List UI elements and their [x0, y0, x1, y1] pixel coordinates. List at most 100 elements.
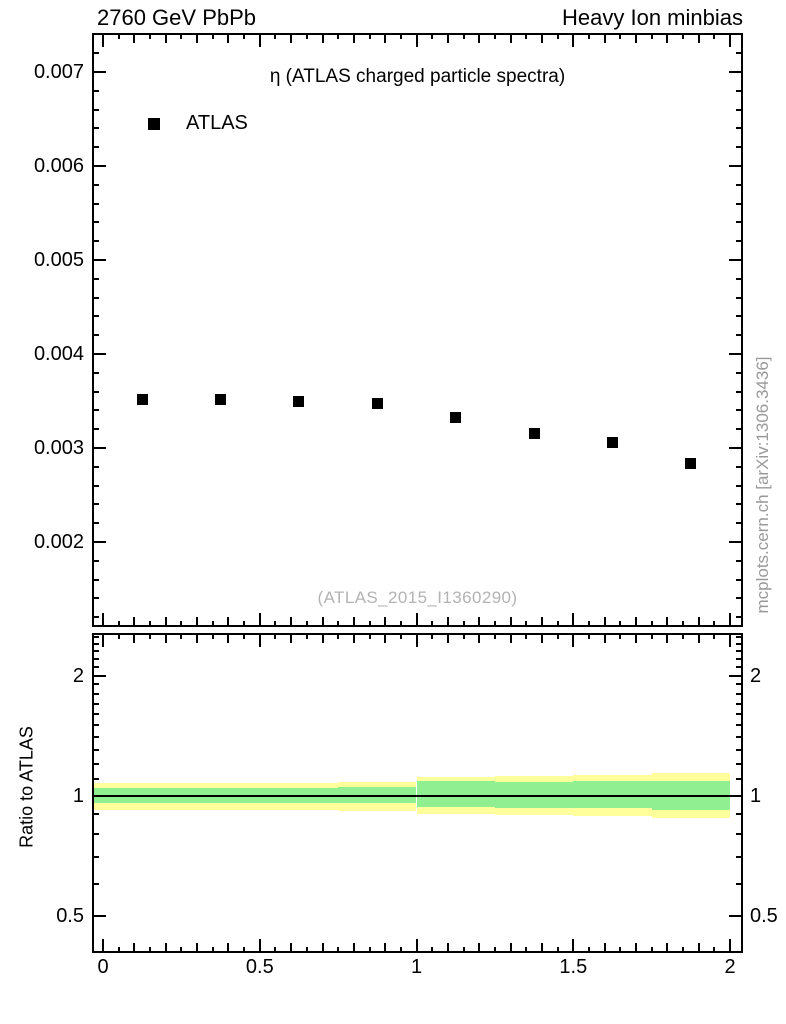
ratio-y-minor-tick: [92, 724, 99, 727]
x-minor-tick: [540, 943, 543, 953]
ratio-y-minor-tick: [736, 724, 743, 727]
plot-title: η (ATLAS charged particle spectra): [269, 66, 566, 87]
y-minor-tick: [736, 559, 743, 562]
x-axis-tick-label: 0: [97, 956, 109, 978]
data-point: [528, 428, 540, 440]
y-axis-tick-label: 0.003: [33, 437, 84, 459]
y-axis-tick-label: 0.007: [33, 61, 84, 83]
uncertainty-band-inner: [416, 781, 495, 807]
y-major-tick: [729, 165, 743, 167]
x-minor-tick: [635, 943, 637, 953]
x-minor-tick: [196, 33, 199, 43]
ratio-y-minor-tick: [736, 749, 743, 752]
ratio-reference-line: [92, 794, 743, 797]
y-major-tick: [92, 259, 106, 261]
x-minor-tick: [305, 633, 308, 639]
x-major-tick: [102, 939, 104, 953]
x-minor-tick: [446, 943, 449, 953]
x-major-tick: [258, 939, 261, 953]
ratio-y-minor-tick: [92, 749, 99, 752]
x-minor-tick: [619, 621, 622, 627]
y-minor-tick: [736, 371, 743, 374]
y-major-tick: [92, 71, 106, 73]
x-minor-tick: [399, 947, 402, 953]
x-minor-tick: [525, 633, 528, 639]
x-minor-tick: [462, 33, 465, 39]
x-major-tick: [415, 939, 418, 953]
ratio-y-tick-label-right: 1: [750, 784, 762, 807]
x-minor-tick: [399, 621, 402, 627]
y-axis-tick-label: 0.006: [33, 155, 84, 177]
y-minor-tick: [736, 296, 743, 299]
y-major-tick: [729, 447, 743, 449]
y-minor-tick: [736, 277, 743, 280]
x-axis-tick-label: 1: [410, 956, 423, 978]
x-minor-tick: [556, 633, 559, 639]
x-minor-tick: [478, 33, 481, 43]
x-minor-tick: [149, 947, 151, 953]
x-minor-tick: [493, 621, 496, 627]
y-minor-tick: [736, 315, 743, 318]
x-minor-tick: [399, 633, 402, 639]
x-minor-tick: [337, 33, 340, 39]
ratio-y-minor-tick: [92, 702, 99, 705]
data-point: [606, 436, 618, 448]
y-minor-tick: [92, 146, 99, 149]
x-minor-tick: [478, 617, 481, 627]
ratio-y-major-tick: [729, 674, 743, 677]
x-minor-tick: [587, 33, 590, 39]
x-minor-tick: [384, 943, 387, 953]
x-minor-tick: [290, 617, 293, 627]
x-major-tick: [415, 613, 418, 627]
x-major-tick: [729, 939, 731, 953]
data-point: [450, 411, 462, 423]
x-minor-tick: [180, 947, 183, 953]
x-minor-tick: [274, 621, 277, 627]
x-minor-tick: [603, 617, 606, 627]
y-major-tick: [729, 259, 743, 261]
ratio-y-major-tick: [729, 914, 743, 917]
y-minor-tick: [92, 221, 99, 224]
x-minor-tick: [337, 947, 340, 953]
y-minor-tick: [92, 183, 99, 186]
x-minor-tick: [697, 943, 700, 953]
x-major-tick: [729, 33, 731, 47]
y-minor-tick: [736, 428, 743, 431]
x-major-tick: [102, 33, 104, 47]
ratio-panel-frame: [92, 633, 743, 953]
x-minor-tick: [431, 947, 434, 953]
x-minor-tick: [431, 33, 434, 39]
x-major-tick: [258, 613, 261, 627]
x-minor-tick: [368, 621, 371, 627]
y-minor-tick: [736, 409, 743, 412]
y-minor-tick: [92, 522, 99, 525]
ratio-y-minor-tick: [736, 778, 743, 780]
x-major-tick: [572, 633, 575, 647]
x-minor-tick: [478, 943, 481, 953]
ratio-y-minor-tick: [736, 713, 743, 716]
y-major-tick: [92, 447, 106, 449]
x-minor-tick: [149, 621, 151, 627]
x-minor-tick: [211, 633, 214, 639]
x-minor-tick: [117, 621, 120, 627]
y-minor-tick: [736, 334, 743, 337]
ratio-y-minor-tick: [92, 692, 99, 695]
x-minor-tick: [196, 633, 199, 643]
x-minor-tick: [211, 947, 214, 953]
y-major-tick: [729, 353, 743, 355]
x-major-tick: [729, 613, 731, 627]
y-minor-tick: [92, 390, 99, 393]
x-minor-tick: [133, 617, 136, 627]
x-minor-tick: [352, 943, 355, 953]
x-minor-tick: [713, 947, 716, 953]
ratio-y-minor-tick: [736, 762, 743, 765]
y-minor-tick: [736, 522, 743, 525]
ratio-y-minor-tick: [92, 650, 99, 653]
x-major-tick: [258, 33, 261, 47]
ratio-y-minor-tick: [92, 736, 99, 739]
x-minor-tick: [462, 621, 465, 627]
data-point: [685, 457, 697, 469]
x-minor-tick: [650, 33, 653, 39]
x-minor-tick: [446, 33, 449, 43]
